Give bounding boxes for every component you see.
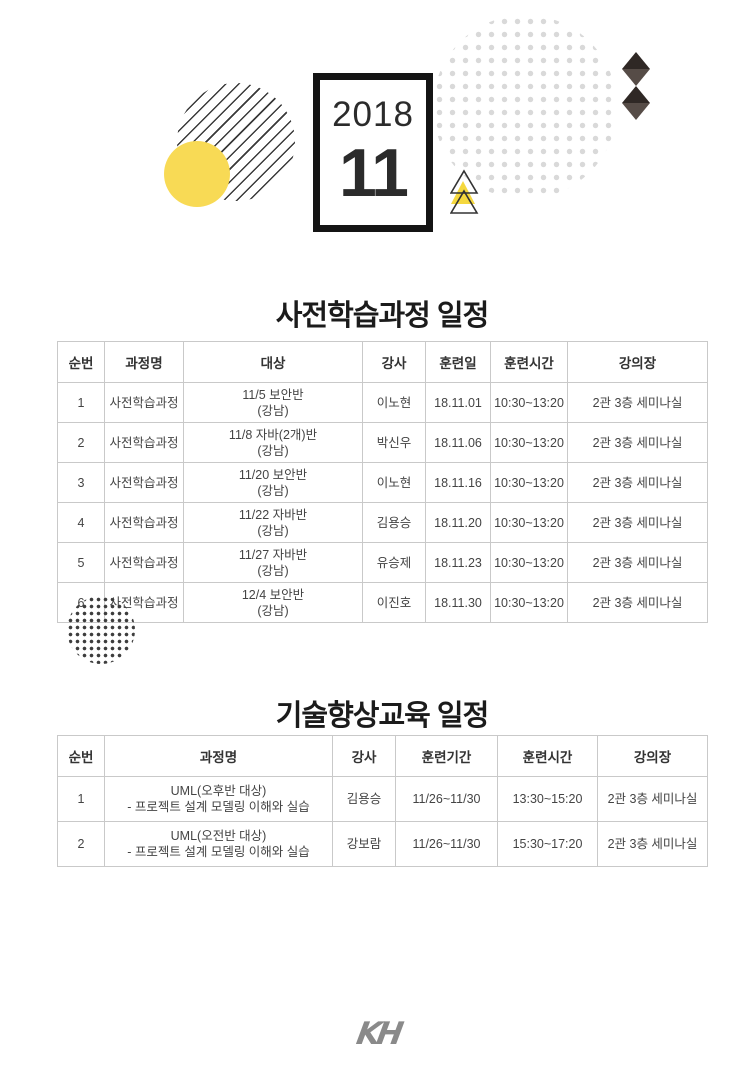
table-cell: 2관 3층 세미나실	[567, 422, 708, 463]
table-cell: 2관 3층 세미나실	[567, 542, 708, 583]
table-header: 순번 과정명 대상 강사 훈련일 훈련시간 강의장	[57, 341, 708, 383]
kh-logo: KH	[353, 1016, 403, 1052]
table-body: 1 사전학습과정 11/5 보안반 (강남) 이노현 18.11.01 10:30~13:2…	[57, 382, 708, 623]
table-row: 2 UML(오전반 대상) - 프로젝트 설계 모델링 이해와 실습 강보람 11/26…	[57, 821, 708, 867]
table-cell: 박신우	[362, 422, 426, 463]
table-cell: 11/8 자바(2개)반 (강남)	[183, 422, 363, 463]
calendar-month: 11	[339, 135, 409, 211]
table-cell: 사전학습과정	[104, 542, 184, 583]
table-cell: 18.11.20	[425, 502, 491, 543]
table-cell: 강보람	[332, 821, 396, 867]
table-cell: 2관 3층 세미나실	[567, 582, 708, 623]
table-cell: 이노현	[362, 382, 426, 423]
column-header: 강의장	[567, 341, 708, 383]
column-header: 훈련기간	[395, 735, 498, 777]
yellow-circle-icon	[164, 141, 230, 207]
header-row: 순번 과정명 대상 강사 훈련일 훈련시간 강의장	[57, 341, 708, 383]
calendar-badge: 2018 11	[313, 73, 433, 232]
table-row: 6사전학습과정12/4 보안반(강남)이진호18.11.3010:30~13:2…	[57, 582, 708, 623]
header-row: 순번 과정명 강사 훈련기간 훈련시간 강의장	[57, 735, 708, 777]
table-cell: 15:30~17:20	[497, 821, 598, 867]
table-cell: 1	[57, 382, 105, 423]
table-row: 1 UML(오후반 대상) - 프로젝트 설계 모델링 이해와 실습 김용승 11/26…	[57, 776, 708, 822]
table-cell: 2관 3층 세미나실	[567, 502, 708, 543]
dotted-circle-large-icon	[433, 15, 617, 199]
table-cell: 3	[57, 462, 105, 503]
table-cell: 11/26~11/30	[395, 821, 498, 867]
table-cell: 4	[57, 502, 105, 543]
table-cell: UML(오후반 대상) - 프로젝트 설계 모델링 이해와 실습	[104, 776, 333, 822]
column-header: 과정명	[104, 735, 333, 777]
column-header: 훈련시간	[497, 735, 598, 777]
table-cell: 사전학습과정	[104, 382, 184, 423]
table-cell: 2관 3층 세미나실	[567, 382, 708, 423]
footer: KH	[0, 1016, 756, 1052]
table-row: 1 사전학습과정 11/5 보안반 (강남) 이노현 18.11.01 10:30~13:2…	[57, 382, 708, 423]
table-cell: 10:30~13:20	[490, 542, 568, 583]
table-cell: 유승제	[362, 542, 426, 583]
column-header: 강사	[362, 341, 426, 383]
table-cell: 2	[57, 422, 105, 463]
table-cell: 18.11.30	[425, 582, 491, 623]
table-cell: 18.11.23	[425, 542, 491, 583]
table-cell: 10:30~13:20	[490, 582, 568, 623]
table-cell: 10:30~13:20	[490, 502, 568, 543]
table-cell: 10:30~13:20	[490, 462, 568, 503]
table-cell: 11/20 보안반 (강남)	[183, 462, 363, 503]
table-cell: 11/27 자바반 (강남)	[183, 542, 363, 583]
column-header: 훈련시간	[490, 341, 568, 383]
column-header: 과정명	[104, 341, 184, 383]
table-cell: 김용승	[362, 502, 426, 543]
skillup-schedule-table: 순번 과정명 강사 훈련기간 훈련시간 강의장 1 UML(오후반 대상) - 프로젝트 설계…	[57, 735, 708, 867]
table-cell: 18.11.01	[425, 382, 491, 423]
table-cell: 2관 3층 세미나실	[597, 821, 708, 867]
table-cell: 이진호	[362, 582, 426, 623]
column-header: 강의장	[597, 735, 708, 777]
table-cell: 2관 3층 세미나실	[597, 776, 708, 822]
column-header: 훈련일	[425, 341, 491, 383]
table-body: 1 UML(오후반 대상) - 프로젝트 설계 모델링 이해와 실습 김용승 11/26…	[57, 776, 708, 867]
table-cell: 김용승	[332, 776, 396, 822]
table-cell: 사전학습과정	[104, 462, 184, 503]
table-cell: 11/5 보안반 (강남)	[183, 382, 363, 423]
table-cell: 10:30~13:20	[490, 422, 568, 463]
table-cell: 사전학습과정	[104, 422, 184, 463]
double-triangle-icon	[450, 169, 479, 214]
section-title-prelearning: 사전학습과정 일정	[275, 300, 490, 332]
table-cell: 10:30~13:20	[490, 382, 568, 423]
table-cell: 18.11.16	[425, 462, 491, 503]
section-title-skillup: 기술향상교육 일정	[275, 700, 490, 732]
double-diamond-icon	[622, 52, 650, 120]
column-header: 순번	[57, 341, 105, 383]
prelearning-schedule-table: 순번 과정명 대상 강사 훈련일 훈련시간 강의장 1 사전학습과정 11/5 보안반 (강남) 이…	[57, 341, 708, 623]
calendar-year: 2018	[332, 95, 414, 134]
table-cell: 11/26~11/30	[395, 776, 498, 822]
table-cell: 이노현	[362, 462, 426, 503]
table-row: 5 사전학습과정 11/27 자바반 (강남) 유승제 18.11.23 10:30~13:…	[57, 542, 708, 583]
table-cell: 2관 3층 세미나실	[567, 462, 708, 503]
table-row: 4 사전학습과정 11/22 자바반 (강남) 김용승 18.11.20 10:30~13:…	[57, 502, 708, 543]
table-cell: 사전학습과정	[104, 502, 184, 543]
table-cell: 1	[57, 776, 105, 822]
table-cell: 2	[57, 821, 105, 867]
column-header: 강사	[332, 735, 396, 777]
table-cell: 11/22 자바반 (강남)	[183, 502, 363, 543]
column-header: 순번	[57, 735, 105, 777]
table-cell: 18.11.06	[425, 422, 491, 463]
table-header: 순번 과정명 강사 훈련기간 훈련시간 강의장	[57, 735, 708, 777]
table-cell: UML(오전반 대상) - 프로젝트 설계 모델링 이해와 실습	[104, 821, 333, 867]
dotted-circle-small-icon	[67, 596, 135, 664]
column-header: 대상	[183, 341, 363, 383]
table-cell: 12/4 보안반 (강남)	[183, 582, 363, 623]
table-row: 3 사전학습과정 11/20 보안반 (강남) 이노현 18.11.16 10:30~13:…	[57, 462, 708, 503]
table-row: 2 사전학습과정 11/8 자바(2개)반 (강남) 박신우 18.11.06 10:30~…	[57, 422, 708, 463]
table-cell: 13:30~15:20	[497, 776, 598, 822]
table-cell: 5	[57, 542, 105, 583]
